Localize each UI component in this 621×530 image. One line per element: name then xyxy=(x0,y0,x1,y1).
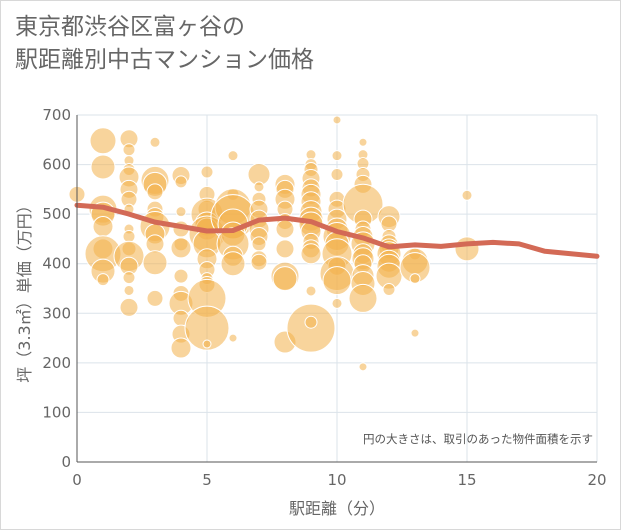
data-bubble xyxy=(146,289,164,307)
data-bubble xyxy=(175,206,187,218)
data-bubble xyxy=(358,137,368,147)
axes xyxy=(76,115,597,463)
data-bubble xyxy=(348,283,378,313)
x-tick-label: 15 xyxy=(457,471,476,489)
data-bubble xyxy=(123,284,135,296)
data-bubble xyxy=(304,315,318,329)
x-tick-label: 5 xyxy=(202,471,212,489)
data-bubble xyxy=(122,229,136,243)
data-bubble xyxy=(382,282,396,296)
data-bubble xyxy=(322,266,352,296)
data-bubble xyxy=(410,328,420,338)
data-bubble xyxy=(332,115,342,125)
data-bubble xyxy=(331,150,343,162)
bubble-series xyxy=(68,115,480,372)
data-bubble xyxy=(173,268,189,284)
y-tick-label: 400 xyxy=(42,255,71,273)
data-bubble xyxy=(146,183,164,201)
data-bubble xyxy=(272,266,298,292)
data-bubble xyxy=(145,234,165,254)
y-axis-title: 坪（3.3㎡）単価（万円） xyxy=(15,197,34,382)
data-bubble xyxy=(170,237,192,259)
data-bubble xyxy=(461,189,473,201)
data-bubble xyxy=(409,273,421,285)
bubble-size-note: 円の大きさは、取引のあった物件面積を示す xyxy=(363,432,593,446)
data-bubble xyxy=(275,219,295,239)
x-axis-title: 駅距離（分） xyxy=(289,499,385,518)
data-bubble xyxy=(149,136,161,148)
data-bubble xyxy=(250,253,268,271)
data-bubble xyxy=(122,143,136,157)
y-tick-label: 200 xyxy=(42,354,71,372)
chart-title-line-1: 東京都渋谷区富ヶ谷の xyxy=(15,14,245,40)
data-bubble xyxy=(119,297,139,317)
data-bubble xyxy=(358,362,368,372)
data-bubble xyxy=(251,236,267,252)
data-bubble xyxy=(96,273,110,287)
data-bubble xyxy=(300,243,322,265)
data-bubble xyxy=(228,333,238,343)
y-tick-label: 500 xyxy=(42,205,71,223)
data-bubble xyxy=(200,165,214,179)
chart-title: 東京都渋谷区富ヶ谷の 駅距離別中古マンション価格 xyxy=(15,11,314,77)
x-tick-label: 20 xyxy=(587,471,606,489)
trend-line xyxy=(74,202,600,259)
data-bubble xyxy=(184,305,230,351)
y-tick-label: 0 xyxy=(61,453,71,471)
data-bubble xyxy=(122,271,136,285)
data-bubble xyxy=(202,339,212,349)
y-tick-label: 100 xyxy=(42,403,71,421)
data-bubble xyxy=(330,167,344,181)
data-bubble xyxy=(92,216,114,238)
data-bubble xyxy=(331,297,343,309)
x-tick-label: 10 xyxy=(327,471,346,489)
y-tick-label: 700 xyxy=(42,106,71,124)
data-bubble xyxy=(275,239,295,259)
tick-labels: 0 100 200 300 400 500 600 700 0 5 10 15 20 xyxy=(42,106,606,489)
data-bubble xyxy=(142,250,168,276)
data-bubble xyxy=(454,236,480,262)
data-bubble xyxy=(89,127,117,155)
data-bubble xyxy=(174,175,188,189)
data-bubble xyxy=(227,150,239,162)
y-tick-label: 300 xyxy=(42,304,71,322)
data-bubble xyxy=(170,337,192,359)
chart-title-line-2: 駅距離別中古マンション価格 xyxy=(15,47,314,73)
data-bubble xyxy=(253,181,265,193)
x-tick-label: 0 xyxy=(72,471,82,489)
data-bubble xyxy=(305,285,317,297)
data-bubble xyxy=(90,154,116,180)
y-tick-label: 600 xyxy=(42,156,71,174)
data-bubble xyxy=(220,251,246,277)
